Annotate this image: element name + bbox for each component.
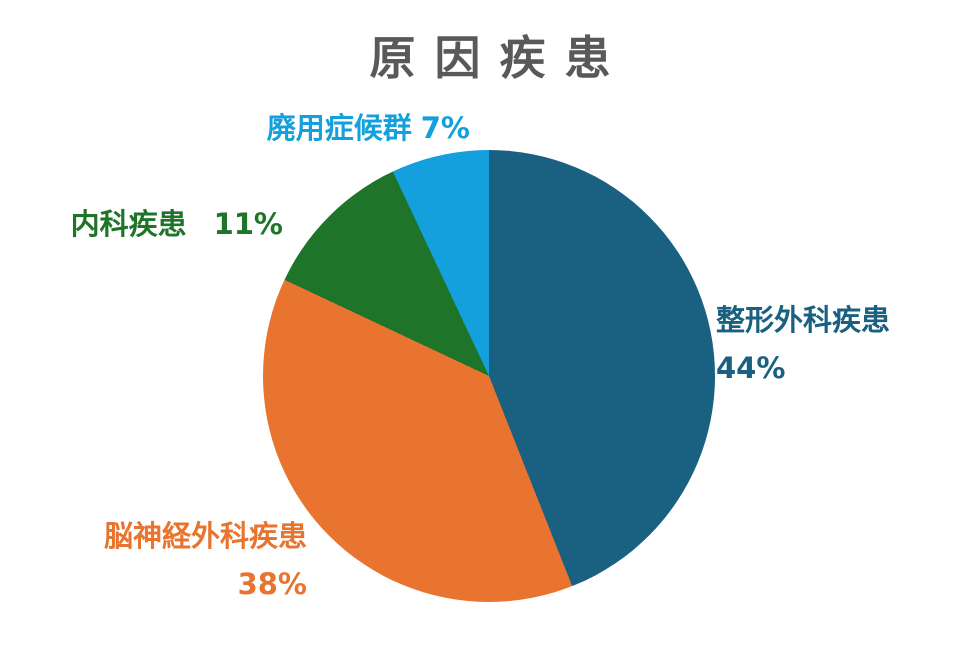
slice-percent: 38% [237,567,307,601]
slice-name: 脳神経外科疾患 [103,519,307,553]
slice-label-haiyoushoukougun: 廃用症候群 7% [267,111,470,145]
slice-label-naika: 内科疾患 11% [71,207,283,241]
slice-name: 内科疾患 [70,207,187,241]
slice-label-noushinkeigeka: 脳神経外科疾患 38% [104,512,307,608]
slice-label-seikeigeka: 整形外科疾患 44% [716,296,890,392]
slice-name: 廃用症候群 [266,111,412,145]
pie-chart [263,150,715,602]
slice-name: 整形外科疾患 [716,303,891,337]
slice-percent: 7% [420,111,470,145]
chart-title: 原因疾患 [369,31,630,85]
slice-percent: 11% [213,207,283,241]
slice-percent: 44% [716,351,786,385]
